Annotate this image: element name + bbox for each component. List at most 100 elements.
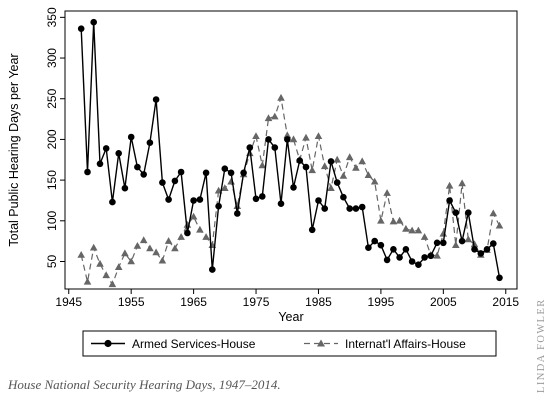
- data-point-armed-services-house: [465, 209, 472, 216]
- data-point-armed-services-house: [259, 193, 266, 200]
- data-point-internat-l-affairs-house: [345, 153, 354, 161]
- data-point-internat-l-affairs-house: [364, 171, 373, 178]
- legend-item-internatl-affairs: Internat'l Affairs-House: [304, 337, 466, 351]
- data-point-armed-services-house: [84, 168, 91, 176]
- data-point-internat-l-affairs-house: [283, 131, 292, 139]
- x-tick-label: 1965: [180, 295, 207, 309]
- data-point-internat-l-affairs-house: [370, 177, 379, 185]
- data-point-armed-services-house: [109, 198, 116, 206]
- data-point-armed-services-house: [290, 184, 297, 191]
- y-tick-label: 50: [45, 254, 59, 268]
- data-point-internat-l-affairs-house: [402, 224, 410, 232]
- photo-credit: LINDA FOWLER: [536, 298, 547, 393]
- data-point-internat-l-affairs-house: [277, 93, 285, 101]
- data-point-armed-services-house: [408, 258, 416, 265]
- data-point-armed-services-house: [327, 158, 335, 165]
- data-point-armed-services-house: [471, 246, 478, 253]
- data-point-internat-l-affairs-house: [289, 135, 298, 143]
- data-point-armed-services-house: [196, 196, 204, 203]
- data-point-armed-services-house: [284, 136, 291, 143]
- data-point-internat-l-affairs-house: [146, 244, 154, 252]
- data-point-armed-services-house: [358, 203, 366, 211]
- data-point-armed-services-house: [234, 210, 241, 217]
- data-point-armed-services-house: [77, 25, 85, 32]
- data-point-internat-l-affairs-house: [108, 280, 117, 288]
- data-point-internat-l-affairs-house: [445, 181, 454, 189]
- data-point-internat-l-affairs-house: [221, 184, 229, 191]
- data-point-armed-services-house: [415, 261, 422, 269]
- data-point-internat-l-affairs-house: [389, 217, 398, 225]
- data-point-internat-l-affairs-house: [314, 132, 323, 139]
- y-tick-label: 100: [45, 210, 59, 230]
- data-point-internat-l-affairs-house: [395, 216, 404, 224]
- data-point-internat-l-affairs-house: [164, 237, 173, 244]
- data-point-internat-l-affairs-house: [433, 251, 441, 259]
- data-point-armed-services-house: [277, 200, 285, 207]
- data-point-internat-l-affairs-house: [139, 236, 148, 244]
- data-point-armed-services-house: [477, 250, 485, 257]
- data-point-internat-l-affairs-house: [271, 112, 279, 120]
- data-point-internat-l-affairs-house: [377, 216, 385, 224]
- data-point-internat-l-affairs-house: [252, 132, 260, 139]
- data-point-armed-services-house: [165, 196, 172, 203]
- x-tick-label: 2015: [492, 295, 519, 309]
- x-tick-label: 2005: [430, 295, 457, 309]
- data-point-internat-l-affairs-house: [83, 277, 92, 285]
- data-point-internat-l-affairs-house: [102, 271, 110, 279]
- data-point-internat-l-affairs-house: [495, 221, 504, 229]
- data-point-armed-services-house: [202, 169, 210, 177]
- data-point-armed-services-house: [377, 241, 385, 249]
- data-point-internat-l-affairs-house: [439, 229, 448, 237]
- legend-marker-circle: [104, 339, 112, 348]
- data-point-armed-services-house: [190, 197, 197, 204]
- data-point-internat-l-affairs-house: [470, 240, 479, 248]
- data-point-internat-l-affairs-house: [489, 209, 498, 217]
- data-point-armed-services-house: [209, 266, 216, 273]
- data-point-internat-l-affairs-house: [202, 233, 210, 240]
- data-point-armed-services-house: [440, 239, 447, 247]
- data-point-internat-l-affairs-house: [302, 133, 310, 141]
- legend-box: [82, 330, 497, 357]
- data-point-internat-l-affairs-house: [327, 184, 335, 191]
- data-point-internat-l-affairs-house: [264, 114, 273, 122]
- data-point-internat-l-affairs-house: [320, 162, 329, 170]
- data-point-armed-services-house: [102, 145, 110, 152]
- data-point-internat-l-affairs-house: [452, 241, 460, 248]
- data-point-armed-services-house: [90, 18, 97, 26]
- x-tick-label: 1945: [55, 295, 82, 309]
- data-point-armed-services-house: [371, 237, 379, 245]
- data-point-armed-services-house: [308, 226, 316, 234]
- data-point-armed-services-house: [134, 163, 141, 171]
- data-point-armed-services-house: [383, 256, 391, 264]
- x-axis: 1945 1955 1965 1975 1985 1995 2005 2015: [55, 289, 519, 309]
- plot-area: 50 100 150 200 250 300 350 1945 1955 1965 1975 198…: [45, 7, 519, 309]
- data-point-armed-services-house: [458, 237, 466, 245]
- x-tick-label: 1975: [243, 295, 270, 309]
- x-axis-title: Year: [278, 310, 303, 324]
- data-point-armed-services-house: [271, 144, 279, 151]
- data-point-armed-services-house: [490, 240, 497, 247]
- data-point-armed-services-house: [446, 197, 453, 204]
- data-point-internat-l-affairs-house: [227, 177, 235, 185]
- x-tick-label: 1985: [305, 295, 332, 309]
- data-point-armed-services-house: [140, 171, 147, 178]
- data-point-internat-l-affairs-house: [464, 235, 473, 243]
- x-tick-label: 1955: [118, 295, 145, 309]
- data-point-armed-services-house: [215, 202, 222, 210]
- data-point-internat-l-affairs-house: [352, 163, 360, 171]
- data-point-armed-services-house: [421, 254, 428, 261]
- data-point-armed-services-house: [177, 168, 185, 176]
- data-point-armed-services-house: [452, 209, 460, 216]
- y-tick-label: 150: [45, 170, 59, 190]
- data-point-armed-services-house: [146, 139, 154, 146]
- series-layer: [77, 18, 504, 288]
- data-point-armed-services-house: [171, 177, 179, 185]
- data-point-internat-l-affairs-house: [152, 248, 160, 256]
- data-point-internat-l-affairs-house: [258, 161, 267, 169]
- data-point-armed-services-house: [127, 133, 135, 141]
- data-point-armed-services-house: [346, 205, 354, 212]
- data-point-armed-services-house: [296, 157, 304, 164]
- data-point-internat-l-affairs-house: [127, 257, 135, 265]
